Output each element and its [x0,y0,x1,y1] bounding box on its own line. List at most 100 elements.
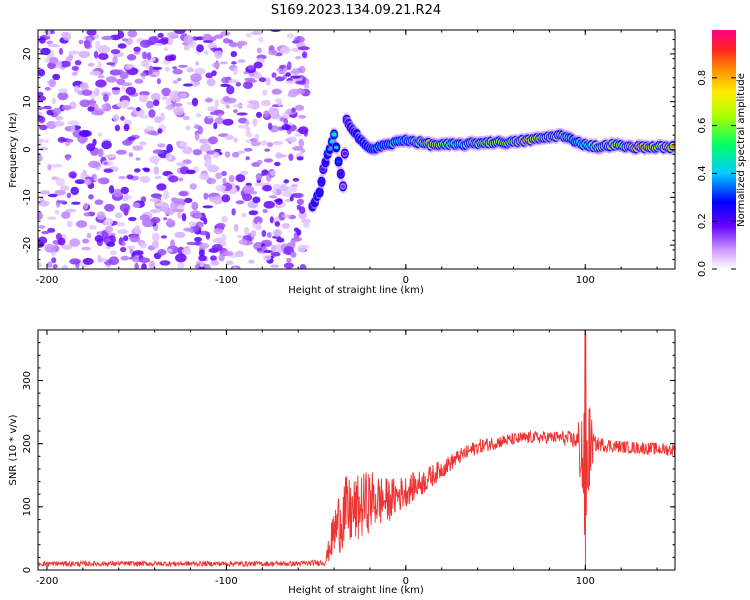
colorbar-label: Normalized spectral amplitude [736,73,747,227]
spectrogram-noise-blob [79,99,91,108]
spectrogram-noise-blob [94,199,104,205]
spectrogram-noise-blob [247,64,254,71]
spectrogram-noise-blob [253,216,263,225]
spectrogram-noise-blob [297,244,306,253]
snr-ytick-label: 0 [22,567,33,573]
spectrogram-noise-blob [149,198,160,202]
spectrogram-noise-blob [245,182,252,187]
spectrogram-noise-blob [132,145,144,151]
spectrogram-noise-blob [38,225,46,229]
spectrogram-noise-blob [38,95,46,102]
spectrogram-noise-blob [115,149,127,155]
spectrogram-noise-blob [292,185,298,193]
spectrogram-noise-blob [177,262,185,269]
spectrogram-noise-blob [60,185,69,192]
spectrogram-noise-blob [79,83,87,89]
spectrogram-noise-blob [221,216,228,223]
spectrogram-noise-blob [222,250,234,257]
spectrogram-noise-blob [111,87,121,91]
spectrogram-noise-blob [236,112,248,116]
spectrogram-noise-blob [265,77,271,86]
spectrogram-noise-blob [48,78,57,88]
spectrogram-noise-blob [95,79,107,88]
spectrogram-noise-blob [268,195,278,199]
spectrogram-noise-blob [154,175,162,180]
spectrogram-noise-blob [56,200,67,204]
spectrogram-noise-blob [47,163,52,171]
spectrogram-noise-blob [55,177,65,187]
spectrogram-noise-blob [38,68,46,77]
spectrogram-noise-blob [242,193,253,202]
spectrogram-noise-blob [213,227,224,235]
spectrogram-noise-blob [293,227,299,233]
spectrogram-noise-blob [274,221,280,227]
spectrogram-noise-blob [244,120,250,126]
spectrogram-noise-blob [113,69,124,74]
spectrogram-noise-blob [274,161,281,167]
spectrogram-noise-blob [233,109,238,114]
spectrogram-noise-blob [264,148,271,152]
spectrogram-noise-blob [161,96,168,101]
spectrogram-noise-blob [44,139,49,143]
spectrogram-noise-blob [225,104,230,109]
spectrogram-noise-blob [138,94,148,103]
colorbar-ticks: 0.0 0.2 0.4 0.6 0.8 [697,70,736,277]
spectrogram-noise-blob [170,197,178,203]
spectrogram-noise-blob [192,149,203,156]
spectrogram-noise-blob [213,200,220,205]
spectrogram-noise-blob [104,154,117,158]
spectrogram-noise-blob [296,156,304,161]
spectrogram-noise-blob [81,89,93,96]
snr-xlabel: Height of straight line (km) [288,585,424,596]
spectrogram-noise-blob [220,61,228,65]
spectrogram-noise-blob [94,235,104,243]
spectrogram-noise-blob [262,184,272,192]
spectrogram-noise-blob [292,146,303,151]
snr-panel: -200 -100 0 100 0 100 200 300 Height of straigh… [8,329,676,596]
spectrogram-noise-blob [221,194,231,203]
spectrogram-noise-blob [279,185,288,192]
spectrogram-noise-blob [283,118,289,125]
spectrogram-noise-blob [282,201,287,207]
spectrogram-noise-blob [303,84,310,89]
spectrogram-noise-blob [179,141,188,148]
spectrogram-noise-blob [220,83,231,88]
spectrogram-noise-blob [160,235,167,239]
spectrogram-noise-blob [291,107,296,113]
spectrogram-noise-blob [38,115,46,124]
spectrogram-noise-blob [194,213,202,219]
spectrogram-noise-blob [232,104,243,108]
spectrogram-noise-blob [65,208,77,213]
spectrogram-noise-blob [244,226,250,236]
spectrogram-noise-blob [245,156,250,161]
spectrogram-ytick-label: -20 [22,237,33,253]
spectrogram-noise-blob [241,212,247,218]
spectrogram-noise-blob [74,60,82,66]
spectrogram-noise-blob [134,51,140,55]
spectrogram-noise-blob [120,82,133,86]
spectrogram-noise-blob [178,191,188,197]
spectrogram-noise-blob [268,106,276,115]
spectrogram-noise-blob [299,264,307,269]
spectrogram-noise-blob [97,61,102,70]
spectrogram-noise-blob [204,50,209,55]
spectrogram-noise-blob [52,107,62,115]
spectrogram-ylabel: Frequency (Hz) [8,112,19,188]
spectrogram-noise-blob [221,170,227,177]
spectrogram-noise-blob [191,97,199,107]
spectrogram-noise-blob [292,177,300,182]
spectrogram-noise-blob [121,85,126,91]
spectrogram-noise-blob [204,158,212,166]
spectrogram-noise-blob [123,235,129,242]
spectrogram-noise-blob [172,66,178,70]
spectrogram-noise-blob [237,150,245,154]
spectrogram-ridge-peak [333,145,339,150]
spectrogram-noise-blob [189,183,197,190]
spectrogram-noise-blob [82,238,90,244]
spectrogram-noise-blob [237,124,249,129]
spectrogram-noise-blob [78,39,84,45]
spectrogram-noise-blob [209,111,219,116]
spectrogram-noise-blob [172,103,183,107]
spectrogram-noise-blob [150,92,161,102]
